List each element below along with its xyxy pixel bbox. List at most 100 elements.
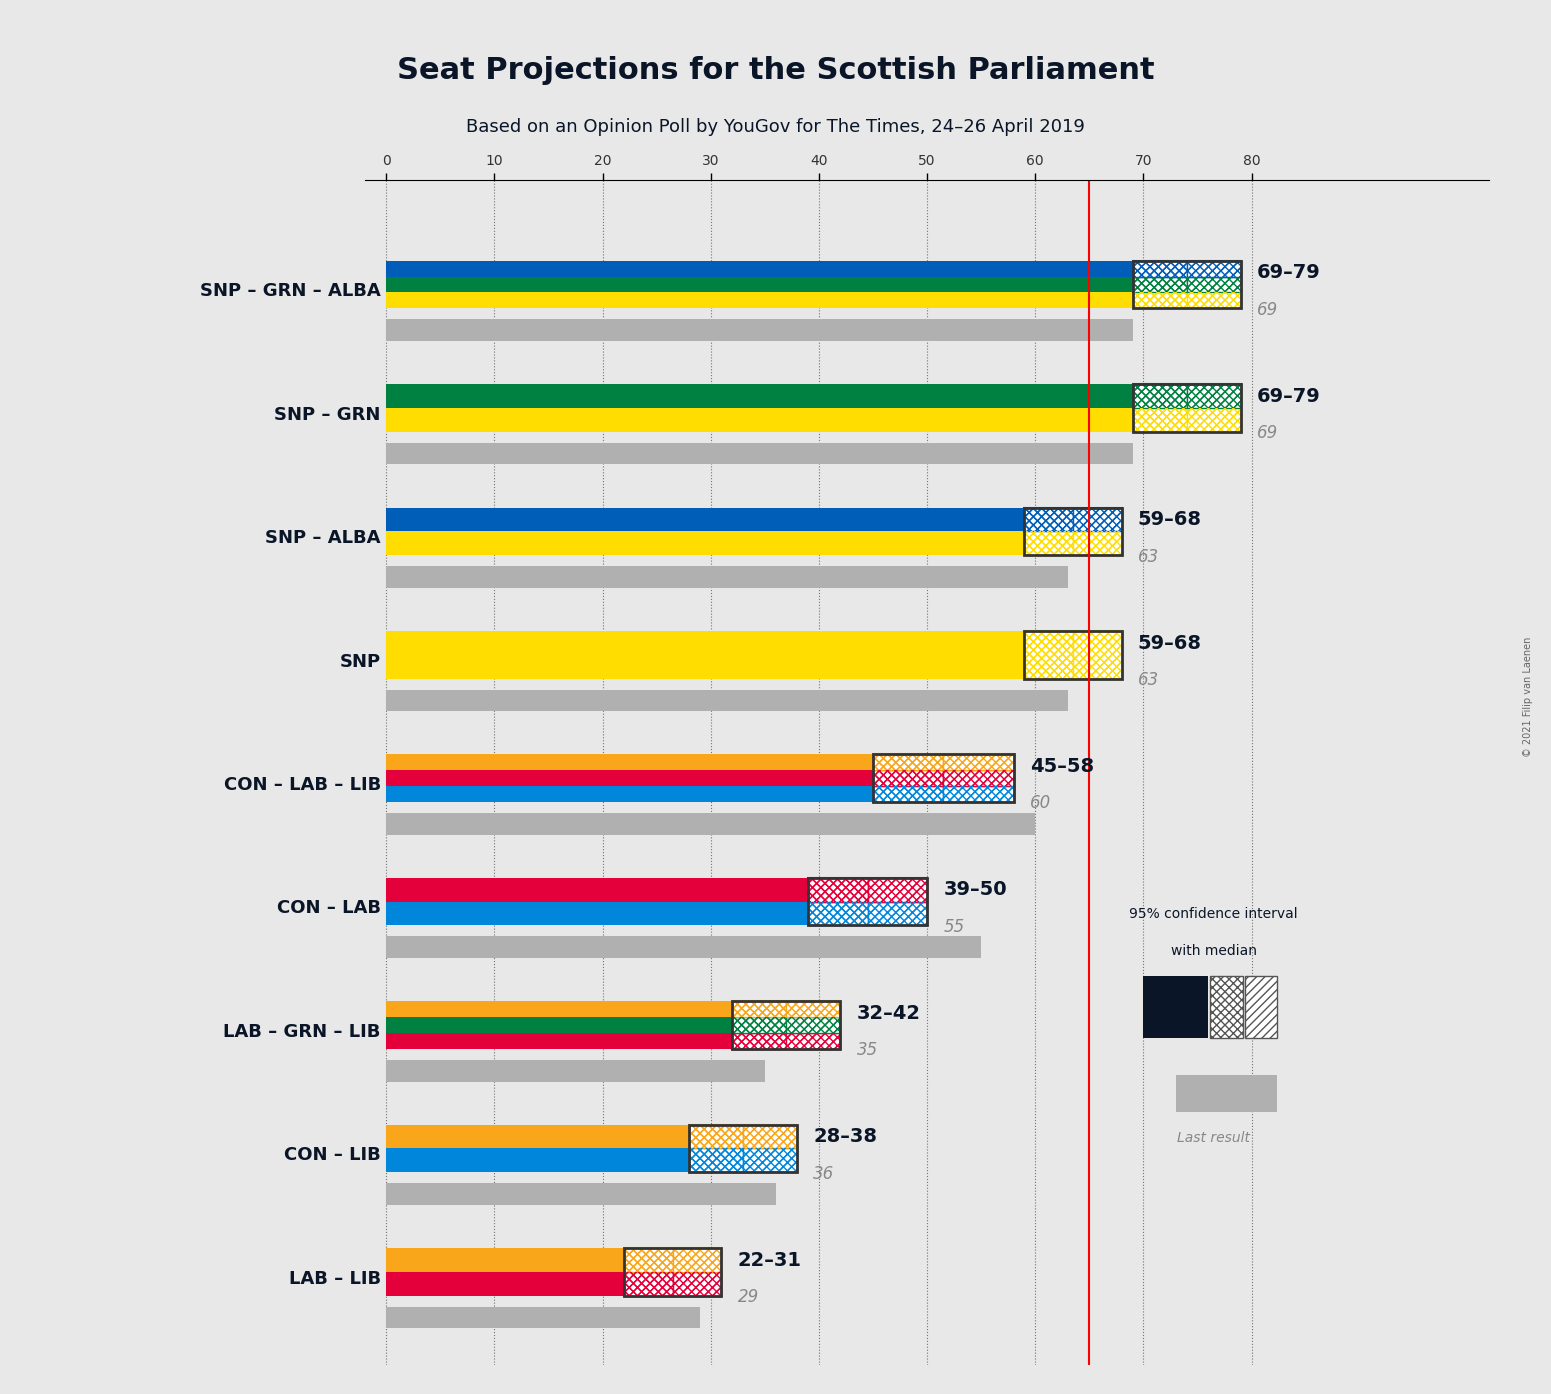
Bar (624, 1271, 721, 1295)
Bar (386, 276, 1132, 293)
Bar (1210, 976, 1242, 1039)
Bar (732, 1018, 786, 1033)
Bar (1073, 531, 1121, 555)
Text: 59–68: 59–68 (1138, 510, 1202, 530)
Bar (1132, 276, 1187, 293)
Bar (1187, 408, 1241, 432)
Bar (1187, 293, 1241, 308)
Bar (732, 1033, 786, 1048)
Bar (624, 1248, 721, 1271)
Bar (873, 786, 1013, 802)
Bar (386, 786, 873, 802)
Text: SNP: SNP (340, 652, 380, 671)
Bar (386, 771, 873, 786)
Bar (624, 1271, 673, 1295)
Bar (732, 1033, 841, 1048)
Bar (1024, 631, 1121, 679)
Bar (732, 1033, 786, 1048)
Bar (1132, 385, 1241, 408)
Text: CON – LIB: CON – LIB (284, 1146, 380, 1164)
Bar (1024, 531, 1073, 555)
Bar (786, 1033, 841, 1048)
Bar (1024, 507, 1073, 531)
Bar (873, 754, 1013, 771)
Bar (673, 1248, 721, 1271)
Bar (873, 786, 1013, 802)
Bar (732, 1018, 841, 1033)
Bar (732, 1001, 841, 1048)
Bar (873, 786, 943, 802)
Bar (1024, 531, 1073, 555)
Text: 63: 63 (1138, 548, 1159, 566)
Bar (943, 771, 1013, 786)
Bar (1132, 408, 1241, 432)
Bar (624, 1248, 721, 1271)
Bar (1132, 385, 1241, 432)
Bar (386, 531, 1024, 555)
Bar (808, 878, 867, 902)
Bar (867, 878, 927, 902)
Bar (786, 1018, 841, 1033)
Bar (386, 631, 1024, 679)
Bar (1024, 507, 1073, 531)
Bar (624, 1248, 673, 1271)
Bar (1187, 293, 1241, 308)
Bar (873, 754, 1013, 802)
Bar (386, 937, 982, 958)
Bar (1187, 261, 1241, 276)
Bar (786, 1018, 841, 1033)
Bar (808, 902, 867, 926)
Bar (624, 1271, 721, 1295)
Bar (1187, 276, 1241, 293)
Text: 55: 55 (943, 917, 965, 935)
Bar (873, 771, 1013, 786)
Text: 29: 29 (738, 1288, 758, 1306)
Bar (943, 754, 1013, 771)
Bar (808, 878, 927, 902)
Bar (386, 443, 1132, 464)
Text: 39–50: 39–50 (943, 881, 1007, 899)
Bar (1210, 976, 1242, 1039)
Bar (386, 754, 873, 771)
Bar (1245, 976, 1278, 1039)
Text: SNP – ALBA: SNP – ALBA (265, 530, 380, 546)
Bar (1132, 276, 1241, 293)
Text: 32–42: 32–42 (856, 1004, 921, 1023)
Bar (386, 1001, 732, 1018)
Text: Seat Projections for the Scottish Parliament: Seat Projections for the Scottish Parlia… (397, 56, 1154, 85)
Bar (732, 1018, 786, 1033)
Bar (732, 1001, 841, 1018)
Text: 95% confidence interval: 95% confidence interval (1129, 906, 1298, 921)
Bar (1132, 408, 1187, 432)
Bar (1024, 507, 1121, 531)
Bar (1143, 976, 1208, 1039)
Bar (1024, 531, 1121, 555)
Bar (689, 1149, 797, 1172)
Bar (386, 507, 1024, 531)
Text: SNP – GRN: SNP – GRN (275, 406, 380, 424)
Bar (1187, 385, 1241, 408)
Bar (386, 385, 1132, 408)
Bar (1024, 631, 1121, 679)
Bar (1024, 631, 1121, 679)
Bar (808, 878, 927, 902)
Bar (1132, 261, 1187, 276)
Bar (1073, 531, 1121, 555)
Bar (1132, 261, 1241, 276)
Bar (1132, 293, 1241, 308)
Text: 36: 36 (813, 1165, 834, 1182)
Bar (732, 1001, 786, 1018)
Bar (673, 1271, 721, 1295)
Text: 69–79: 69–79 (1256, 263, 1320, 282)
Bar (673, 1248, 721, 1271)
Bar (732, 1018, 841, 1033)
Bar (808, 902, 927, 926)
Bar (624, 1248, 673, 1271)
Bar (386, 408, 1132, 432)
Bar (689, 1125, 797, 1172)
Bar (1132, 293, 1241, 308)
Bar (386, 319, 1132, 342)
Text: 60: 60 (1030, 795, 1052, 813)
Bar (1024, 631, 1073, 679)
Bar (1132, 385, 1187, 408)
